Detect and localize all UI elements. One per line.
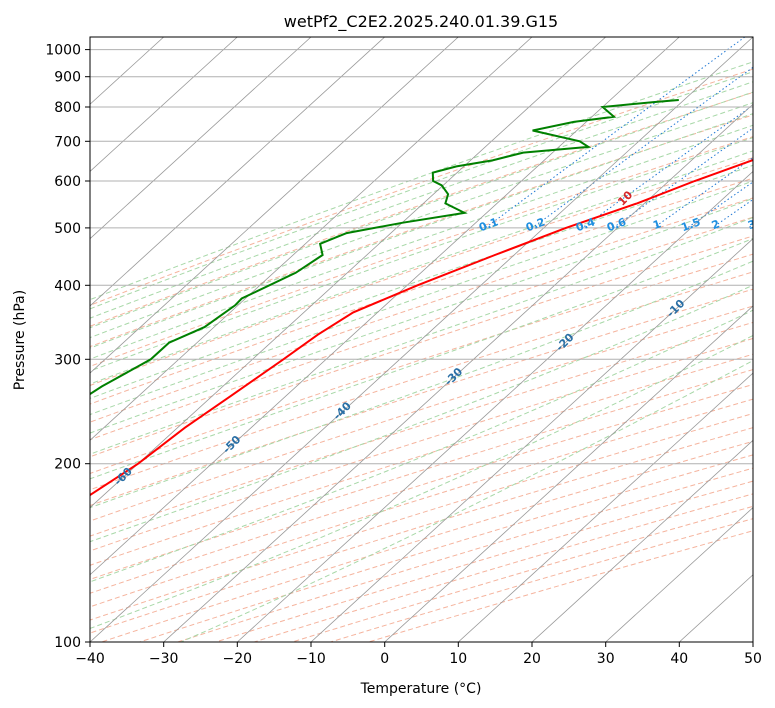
isotherm <box>384 305 753 642</box>
mixing-ratio-label: 2 <box>710 217 722 232</box>
moist-adiabat <box>90 113 753 349</box>
x-tick-label: 0 <box>380 651 389 667</box>
isotherm <box>90 37 753 642</box>
dry-adiabat <box>177 467 753 642</box>
moist-adiabat <box>90 61 753 301</box>
mixing-ratio-line <box>612 127 753 229</box>
x-tick-label: −20 <box>223 651 253 667</box>
dry-adiabat <box>90 136 753 367</box>
moist-adiabats <box>90 61 753 642</box>
x-tick-label: 20 <box>523 651 541 667</box>
isotherm <box>90 37 459 374</box>
x-tick-label: 30 <box>597 651 615 667</box>
mixing-ratio-line <box>485 37 746 229</box>
isotherm <box>310 238 753 642</box>
x-axis: −40 −30 −20 −10 0 10 20 30 40 50 <box>75 642 762 667</box>
isotherm-label: -70 <box>7 493 30 516</box>
dry-adiabat <box>101 440 753 642</box>
dry-adiabat <box>139 454 753 642</box>
dry-adiabat <box>90 353 753 566</box>
isotherm <box>237 170 753 642</box>
y-tick-label: 200 <box>54 457 81 473</box>
x-tick-label: 10 <box>449 651 467 667</box>
x-tick-label: 50 <box>744 651 762 667</box>
x-tick-label: −30 <box>149 651 179 667</box>
background-lines <box>90 37 753 642</box>
y-tick-label: 900 <box>54 70 81 86</box>
moist-adiabat <box>90 71 753 310</box>
mixing-ratio-label: 1.5 <box>679 215 702 234</box>
moist-adiabat <box>90 102 753 339</box>
isotherm <box>605 507 753 642</box>
profile-lines <box>90 99 753 497</box>
dry-adiabat <box>90 177 753 405</box>
isotherms <box>90 37 753 642</box>
isotherm <box>90 37 312 240</box>
y-axis-title: Pressure (hPa) <box>12 290 28 390</box>
plot-frame <box>89 36 754 643</box>
mixing-ratio-label: 3 <box>746 217 758 232</box>
y-tick-label: 700 <box>54 134 81 150</box>
moist-adiabat <box>90 180 753 416</box>
moist-adiabat <box>90 334 753 630</box>
chart-title: wetPf2_C2E2.2025.240.01.39.G15 <box>284 12 558 32</box>
moist-adiabat <box>90 91 753 329</box>
dewpoint-line <box>90 99 679 396</box>
moist-adiabat <box>90 150 753 385</box>
moist-adiabat <box>90 237 753 480</box>
y-tick-label: 1000 <box>45 43 81 59</box>
x-tick-label: −10 <box>296 651 326 667</box>
dry-adiabat <box>215 480 753 642</box>
dry-adiabat <box>90 337 753 552</box>
moist-adiabat <box>90 260 753 509</box>
dry-adiabat <box>90 235 753 458</box>
y-tick-label: 800 <box>54 100 81 116</box>
x-axis-title: Temperature (°C) <box>360 681 482 697</box>
mixing-ratio-line <box>581 104 753 229</box>
moist-adiabat <box>90 309 753 583</box>
isotherm <box>90 37 533 441</box>
isotherm <box>90 37 385 307</box>
dry-adiabat <box>90 427 753 634</box>
moist-adiabat <box>90 197 753 434</box>
isobars <box>90 49 753 642</box>
mixing-ratio-label: 0.4 <box>574 215 597 234</box>
isotherm <box>90 37 238 172</box>
y-tick-label: 100 <box>54 635 81 651</box>
x-tick-label: −40 <box>75 651 105 667</box>
y-axis: 100 200 300 400 500 600 700 800 900 1000 <box>45 43 90 651</box>
isotherm <box>90 37 606 509</box>
isotherm <box>458 372 753 642</box>
mixing-ratio-label: 1 <box>651 217 663 232</box>
y-tick-label: 600 <box>54 174 81 190</box>
mixing-ratio-line <box>653 157 753 229</box>
dry-adiabat <box>90 271 753 491</box>
temperature-line <box>90 158 753 497</box>
dry-adiabat-label: 20 <box>760 162 775 182</box>
dry-adiabat <box>90 253 753 475</box>
moist-adiabat <box>90 164 753 399</box>
y-tick-label: 300 <box>54 352 81 368</box>
isotherm <box>752 641 753 642</box>
x-tick-label: 40 <box>670 651 688 667</box>
y-tick-label: 400 <box>54 278 81 294</box>
mixing-ratio-label: 0.2 <box>524 215 547 234</box>
mixing-ratio-label: 0.1 <box>477 215 500 234</box>
mixing-ratio-label: 0.6 <box>605 215 628 234</box>
mixing-ratio-lines <box>485 37 753 229</box>
dry-adiabat <box>90 216 753 441</box>
moist-adiabat <box>90 124 753 360</box>
y-tick-label: 500 <box>54 221 81 237</box>
dry-adiabat <box>90 413 753 621</box>
isotherm <box>531 439 753 642</box>
isotherm <box>163 103 753 642</box>
